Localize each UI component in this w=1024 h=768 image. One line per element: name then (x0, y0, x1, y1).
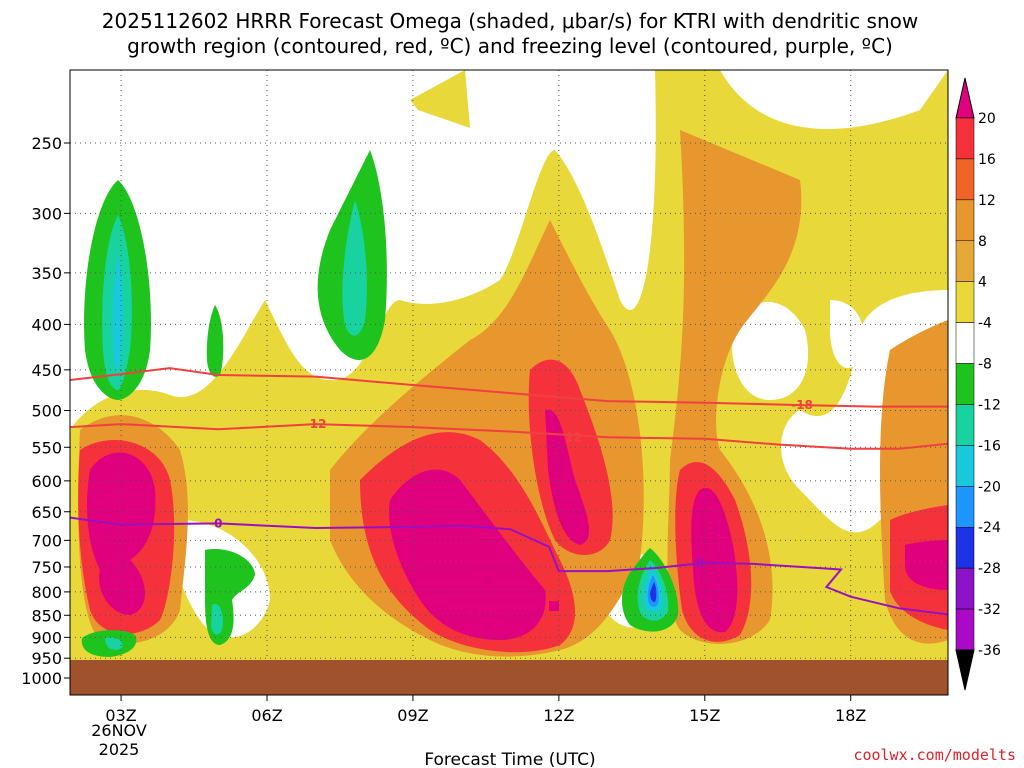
colorbar-swatch-5 (955, 322, 975, 364)
y-tick-label-500: 500 (31, 402, 62, 421)
omega-ascent-west-upper-core (112, 255, 124, 372)
date-label-day: 26NOV (91, 721, 147, 740)
colorbar-label-8: -16 (978, 438, 1001, 454)
y-tick-label-350: 350 (31, 264, 62, 283)
omega-hole-right-edge (830, 300, 864, 369)
y-tick-label-1000: 1000 (21, 669, 62, 688)
chart-title-line1: 2025112602 HRRR Forecast Omega (shaded, … (102, 9, 918, 33)
colorbar-swatch-10 (955, 526, 975, 569)
dgz-label-2: 12 (565, 430, 582, 444)
colorbar-label-3: 8 (978, 234, 987, 250)
y-tick-label-300: 300 (31, 204, 62, 223)
omega-core-west (87, 452, 156, 615)
colorbar-swatch-2 (955, 199, 975, 242)
omega-core-noon (545, 409, 590, 545)
y-tick-label-800: 800 (31, 583, 62, 602)
colorbar-label-12: -32 (978, 602, 1001, 618)
dgz-contour-0 (69, 367, 948, 408)
x-tick-label-06Z: 06Z (251, 706, 282, 725)
omega-region-weak-descent (410, 70, 470, 128)
colorbar-bottom-arrow (955, 649, 975, 691)
colorbar-top-arrow (955, 77, 975, 119)
colorbar-swatch-11 (955, 567, 975, 610)
y-tick-label-450: 450 (31, 361, 62, 380)
omega-ascent-low-center-core (650, 582, 657, 603)
omega-core-east (691, 488, 738, 633)
colorbar-swatch-1 (955, 158, 975, 201)
x-tick-label-09Z: 09Z (397, 706, 428, 725)
y-tick-label-700: 700 (31, 531, 62, 550)
y-tick-label-900: 900 (31, 628, 62, 647)
contour-layer: -18 -12 12 0 0 (69, 367, 949, 616)
omega-hole-center-right (731, 301, 809, 400)
x-tick-label-18Z: 18Z (835, 706, 866, 725)
y-tick-label-250: 250 (31, 134, 62, 153)
freezing-level-label-0: 0 (214, 516, 222, 530)
grid-lines (70, 70, 948, 660)
colorbar-label-2: 12 (978, 193, 996, 209)
plot-frame (69, 69, 949, 696)
colorbar-swatch-0 (955, 117, 975, 160)
dgz-label-1: -12 (305, 417, 327, 431)
credit-link[interactable]: coolwx.com/modelts (853, 746, 1016, 764)
freezing-level-label-1: 0 (696, 556, 704, 570)
omega-ascent-mid-core (342, 200, 367, 336)
omega-ascent-low-left-core (211, 604, 223, 635)
omega-core-far-east (905, 540, 948, 590)
x-tick-label-15Z: 15Z (689, 706, 720, 725)
y-axis: 250 300 350 400 450 500 550 600 650 700 750 800 850 9… (21, 134, 70, 688)
colorbar-label-7: -12 (978, 397, 1001, 413)
colorbar-label-9: -20 (978, 479, 1001, 495)
y-tick-label-750: 750 (31, 558, 62, 577)
x-tick-label-12Z: 12Z (543, 706, 574, 725)
omega-region-strong-descent-noon (528, 359, 613, 555)
y-tick-label-550: 550 (31, 438, 62, 457)
freezing-level-contour (69, 516, 949, 616)
x-axis-label: Forecast Time (UTC) (424, 750, 595, 768)
y-tick-label-600: 600 (31, 472, 62, 491)
y-tick-label-850: 850 (31, 606, 62, 625)
ground-layer (70, 660, 948, 695)
omega-ascent-surface-left-core (105, 637, 123, 650)
colorbar-label-13: -36 (978, 643, 1001, 659)
omega-speck (261, 636, 269, 644)
omega-core-central (389, 469, 546, 640)
colorbar-label-5: -4 (978, 316, 992, 332)
colorbar-swatch-6 (955, 363, 975, 405)
omega-ascent-narrow (206, 305, 224, 377)
plot-area: -18 -12 12 0 0 (69, 69, 949, 696)
colorbar-swatch-7 (955, 404, 975, 446)
colorbar-label-10: -24 (978, 520, 1001, 536)
colorbar-swatch-9 (955, 486, 975, 528)
colorbar-swatch-12 (955, 608, 975, 651)
chart-title-line2: growth region (contoured, red, ºC) and f… (127, 34, 893, 58)
colorbar-label-11: -28 (978, 561, 1001, 577)
colorbar: 20 16 12 8 4 -4 -8 -12 -16 -20 -24 -28 -32 -36 (955, 77, 1001, 691)
colorbar-swatch-4 (955, 281, 975, 323)
omega-tiny-core (549, 601, 559, 611)
y-tick-label-650: 650 (31, 503, 62, 522)
omega-shading (70, 70, 948, 660)
y-tick-label-400: 400 (31, 315, 62, 334)
colorbar-swatch-3 (955, 240, 975, 282)
dgz-label-0: -18 (791, 398, 813, 412)
colorbar-label-6: -8 (978, 357, 992, 373)
dgz-contour-1 (69, 423, 949, 450)
colorbar-swatch-8 (955, 445, 975, 487)
colorbar-label-1: 16 (978, 152, 996, 168)
y-tick-label-950: 950 (31, 649, 62, 668)
colorbar-label-4: 4 (978, 275, 987, 291)
colorbar-label-0: 20 (978, 111, 996, 127)
date-label-year: 2025 (99, 740, 140, 759)
x-tick-label-03Z: 03Z (105, 706, 136, 725)
x-axis: 03Z 06Z 09Z 12Z 15Z 18Z (105, 695, 866, 725)
